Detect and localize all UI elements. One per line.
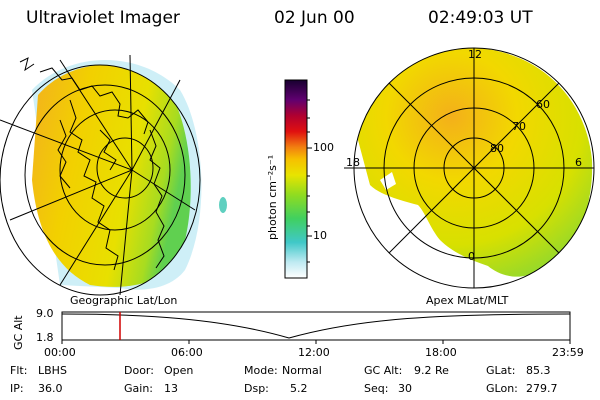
right-map-grid xyxy=(344,47,595,289)
altitude-curve xyxy=(61,313,571,339)
time-readout: 02:49:03 UT xyxy=(428,8,533,28)
magnetic-polar-map xyxy=(344,47,595,289)
param-gain-value: 13 xyxy=(164,382,178,395)
param-ip-value: 36.0 xyxy=(38,382,63,395)
param-seq-label: Seq: xyxy=(364,382,389,395)
param-dsp-value: 5.2 xyxy=(290,382,308,395)
coastlines xyxy=(19,57,165,271)
timeline-ytick-bottom: 1.8 xyxy=(36,331,54,344)
lat-label-60: 60 xyxy=(536,98,550,111)
param-filter-value: LBHS xyxy=(38,364,67,377)
mlt-label-12: 12 xyxy=(468,48,482,61)
param-gain-label: Gain: xyxy=(124,382,153,395)
timeline-xtick-2359: 23:59 xyxy=(552,346,584,359)
left-emission xyxy=(32,65,191,287)
timeline-xtick-1800: 18:00 xyxy=(425,346,457,359)
param-mode-label: Mode: xyxy=(244,364,278,377)
param-gcalt-value: 9.2 Re xyxy=(414,364,449,377)
timeline-ylabel: GC Alt xyxy=(12,315,25,350)
param-door-label: Door: xyxy=(124,364,154,377)
app-title: Ultraviolet Imager xyxy=(26,8,180,28)
colorbar-unit-label: photon cm⁻²s⁻¹ xyxy=(266,154,279,240)
mlt-label-6: 6 xyxy=(575,156,582,169)
param-glon-value: 279.7 xyxy=(526,382,558,395)
param-glat-value: 85.3 xyxy=(526,364,551,377)
mlt-label-0: 0 xyxy=(468,250,475,263)
param-door-value: Open xyxy=(164,364,194,377)
param-seq-value: 30 xyxy=(398,382,412,395)
mlt-label-18: 18 xyxy=(346,156,360,169)
geographic-map xyxy=(0,54,227,296)
lat-label-80: 80 xyxy=(490,142,504,155)
param-dsp-label: Dsp: xyxy=(244,382,269,395)
right-map-caption: Apex MLat/MLT xyxy=(426,294,509,307)
timeline-xtick-1200: 12:00 xyxy=(298,346,330,359)
param-glon-label: GLon: xyxy=(486,382,518,395)
right-emission xyxy=(358,48,593,277)
timeline-xtick-0600: 06:00 xyxy=(171,346,203,359)
colorbar xyxy=(284,79,312,279)
colorbar-tick-100: 100 xyxy=(313,141,334,154)
timeline-ytick-top: 9.0 xyxy=(36,307,54,320)
param-ip-label: IP: xyxy=(10,382,24,395)
date-readout: 02 Jun 00 xyxy=(274,8,355,28)
colorbar-tick-10: 10 xyxy=(313,229,327,242)
param-gcalt-label: GC Alt: xyxy=(364,364,403,377)
param-filter-label: Flt: xyxy=(10,364,28,377)
param-glat-label: GLat: xyxy=(486,364,516,377)
lat-label-70: 70 xyxy=(512,120,526,133)
timeline-xtick-0000: 00:00 xyxy=(44,346,76,359)
left-map-caption: Geographic Lat/Lon xyxy=(70,294,178,307)
param-mode-value: Normal xyxy=(282,364,322,377)
timeline-plot xyxy=(61,311,571,344)
